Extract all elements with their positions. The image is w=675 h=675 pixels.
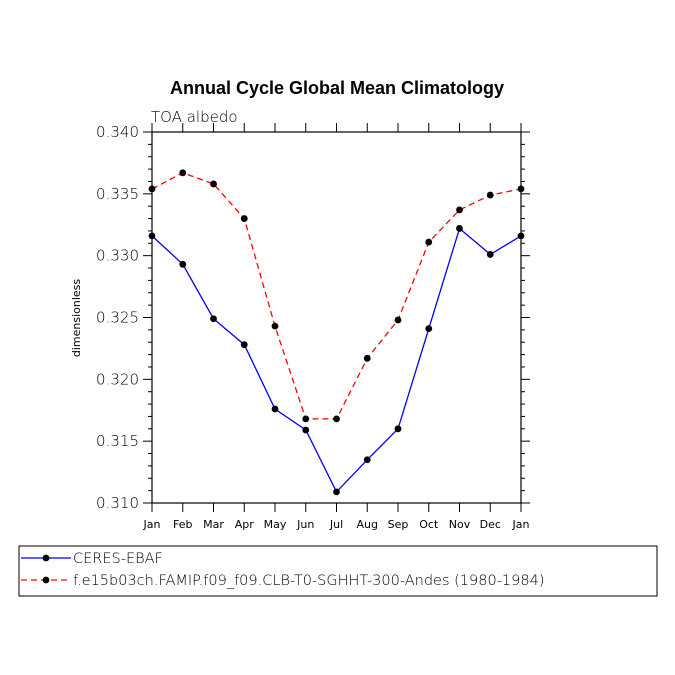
x-tick-label: Aug [357,518,378,531]
data-point [179,169,187,177]
data-point [425,325,433,333]
legend-label-1: CERES-EBAF [73,551,163,567]
data-point [394,425,402,433]
data-point [302,426,310,434]
data-point [486,191,494,199]
data-point [363,354,371,362]
x-tick-label: Oct [419,518,439,531]
x-tick-label: Jan [143,518,161,531]
data-point [333,415,340,423]
y-tick-label: 0.320 [96,370,139,388]
y-tick-label: 0.330 [96,247,139,265]
data-point [456,225,463,232]
data-point [210,315,217,323]
legend-marker-2 [42,576,50,584]
x-tick-label: Jul [329,518,343,531]
data-point [210,180,217,188]
data-point [179,260,187,268]
data-point [302,415,310,423]
data-point [363,456,371,464]
chart-subtitle: TOA albedo [151,108,238,126]
data-point [148,185,156,193]
data-point [240,341,248,349]
chart-title: Annual Cycle Global Mean Climatology [170,78,504,98]
x-tick-label: Sep [388,518,409,531]
x-tick-label: Mar [203,518,224,531]
data-point [517,232,525,240]
data-point [394,316,402,324]
data-point [486,251,494,258]
data-point [148,232,156,240]
x-tick-label: Jan [512,518,530,531]
data-point [240,215,248,222]
x-tick-label: Nov [449,518,471,531]
x-tick-label: Jun [296,518,314,531]
y-tick-label: 0.325 [96,309,139,327]
series-line [151,172,522,420]
series-layer [148,169,525,496]
legend-marker-1 [42,554,50,562]
series-1 [148,225,525,496]
data-point [333,488,340,496]
y-axis-label: dimensionless [70,279,83,358]
plot-frame [151,131,522,504]
data-point [425,238,433,246]
y-tick-label: 0.340 [96,123,139,141]
legend-box [18,545,658,597]
series-line [151,227,522,494]
x-tick-label: Apr [235,518,255,531]
data-point [271,405,279,413]
x-tick-label: May [264,518,287,531]
axes: 0.310 0.315 0.320 0.325 0.330 0.335 0.340 Jan Fe… [96,123,530,531]
x-tick-label: Feb [173,518,192,531]
data-point [456,206,463,214]
series-2 [148,169,525,423]
y-tick-label: 0.315 [96,432,139,450]
data-point [271,322,279,330]
data-point [517,185,525,193]
legend-label-2: f.e15b03ch.FAMIP.f09_f09.CLB-T0-SGHHT-30… [73,573,545,589]
y-tick-label: 0.335 [96,185,139,203]
x-tick-label: Dec [480,518,501,531]
y-tick-label: 0.310 [96,494,139,512]
legend: CERES-EBAF f.e15b03ch.FAMIP.f09_f09.CLB-T… [18,545,658,597]
